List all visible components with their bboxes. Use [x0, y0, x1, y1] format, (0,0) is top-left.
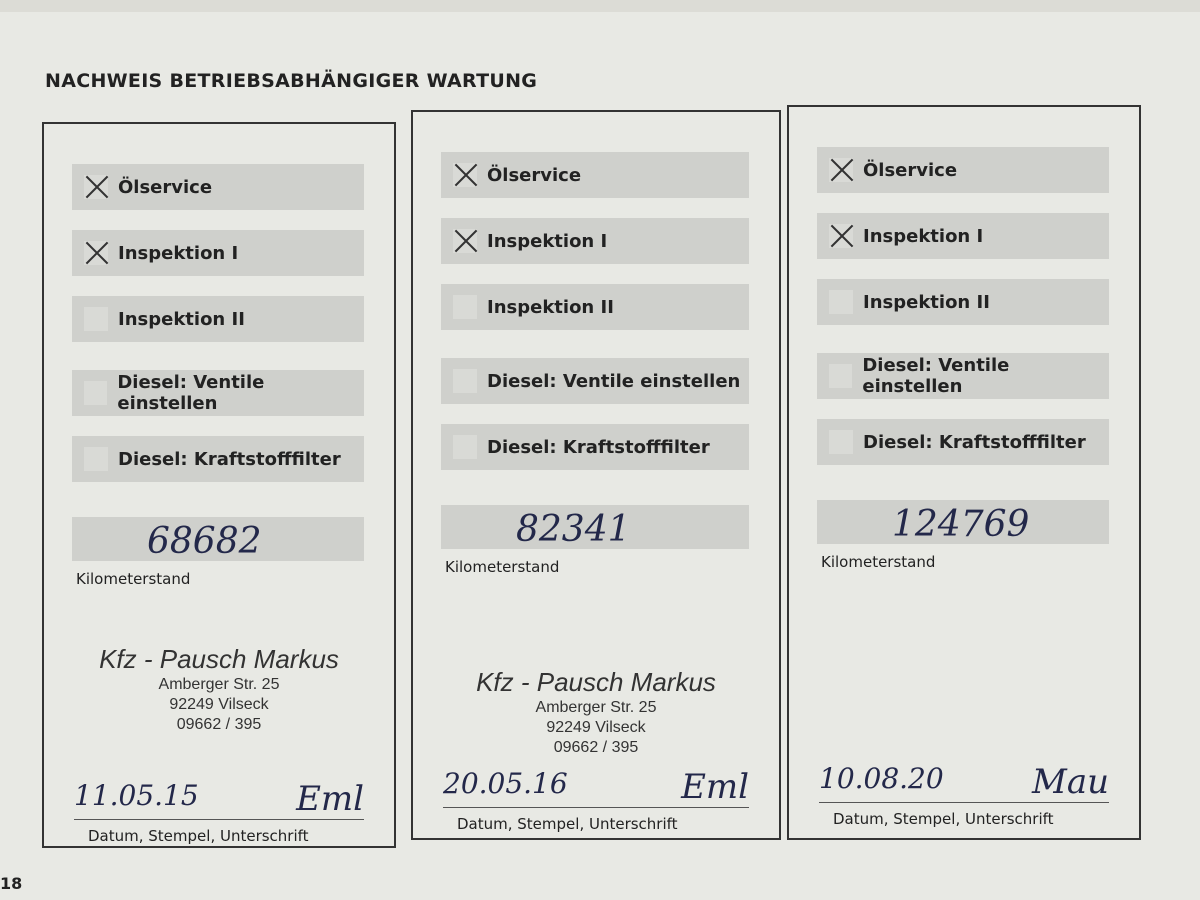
checkbox[interactable]: [84, 241, 108, 265]
checkbox[interactable]: [84, 307, 108, 331]
service-item-label: Diesel: Kraftstofffilter: [118, 448, 341, 470]
service-item: Ölservice: [441, 152, 749, 198]
page-number: 18: [0, 874, 23, 893]
checkbox[interactable]: [84, 447, 108, 471]
signature: Mau: [1032, 762, 1109, 802]
service-item-label: Inspektion I: [118, 242, 239, 264]
service-item: Inspektion I: [72, 230, 364, 276]
date-line: 20.05.16 Eml: [443, 767, 749, 808]
date-line: 11.05.15 Eml: [74, 779, 364, 820]
workshop-stamp: Kfz - Pausch Markus Amberger Str. 25 922…: [44, 644, 394, 735]
stamp-street: Amberger Str. 25: [535, 699, 657, 716]
stamp-phone: 09662 / 395: [553, 739, 639, 756]
service-item-label: Diesel: Kraftstofffilter: [863, 431, 1086, 453]
service-item: Diesel: Ventile einstellen: [441, 358, 749, 404]
checkbox[interactable]: [453, 369, 477, 393]
service-item-label: Ölservice: [863, 159, 958, 181]
service-item: Diesel: Kraftstofffilter: [72, 436, 364, 482]
checkbox[interactable]: [453, 229, 477, 253]
service-item: Diesel: Ventile einstellen: [817, 353, 1109, 399]
km-value: 124769: [817, 500, 1109, 545]
km-value: 82341: [441, 505, 749, 550]
service-item-label: Ölservice: [487, 164, 582, 186]
checkbox[interactable]: [829, 430, 853, 454]
service-item: Diesel: Kraftstofffilter: [817, 419, 1109, 465]
maintenance-entry: Ölservice Inspektion I Inspektion II Die…: [787, 105, 1141, 840]
checkbox[interactable]: [829, 290, 853, 314]
service-item-label: Ölservice: [118, 176, 213, 198]
service-item: Diesel: Ventile einstellen: [72, 370, 364, 416]
service-item: Inspektion I: [441, 218, 749, 264]
workshop-stamp: Kfz - Pausch Markus Amberger Str. 25 922…: [413, 667, 779, 758]
footer-label: Datum, Stempel, Unterschrift: [88, 827, 309, 845]
service-item-label: Diesel: Ventile einstellen: [117, 372, 265, 414]
service-item-label: Diesel: Ventile einstellen: [862, 355, 1010, 397]
checkbox[interactable]: [453, 435, 477, 459]
maintenance-entry: Ölservice Inspektion I Inspektion II Die…: [42, 122, 396, 848]
checkbox[interactable]: [453, 163, 477, 187]
stamp-street: Amberger Str. 25: [158, 676, 280, 693]
date-value: 11.05.15: [74, 779, 199, 812]
footer-label: Datum, Stempel, Unterschrift: [457, 815, 678, 833]
maintenance-entry: Ölservice Inspektion I Inspektion II Die…: [411, 110, 781, 840]
service-item: Diesel: Kraftstofffilter: [441, 424, 749, 470]
service-item: Inspektion II: [817, 279, 1109, 325]
checkbox[interactable]: [84, 175, 108, 199]
service-item-label: Diesel: Ventile einstellen: [487, 370, 741, 392]
service-item-label: Inspektion II: [487, 296, 614, 318]
service-item: Ölservice: [817, 147, 1109, 193]
stamp-city: 92249 Vilseck: [169, 696, 269, 713]
service-item: Inspektion II: [72, 296, 364, 342]
checkbox[interactable]: [453, 295, 477, 319]
service-item-label: Inspektion I: [863, 225, 984, 247]
footer-label: Datum, Stempel, Unterschrift: [833, 810, 1054, 828]
checkbox[interactable]: [829, 224, 853, 248]
stamp-city: 92249 Vilseck: [546, 719, 646, 736]
stamp-phone: 09662 / 395: [176, 716, 262, 733]
service-booklet-page: NACHWEIS BETRIEBSABHÄNGIGER WARTUNG Ölse…: [0, 12, 1200, 900]
date-value: 20.05.16: [443, 767, 568, 800]
service-item: Ölservice: [72, 164, 364, 210]
checkbox[interactable]: [84, 381, 108, 405]
service-item-label: Inspektion II: [118, 308, 245, 330]
stamp-name: Kfz - Pausch Markus: [99, 644, 339, 674]
km-label: Kilometerstand: [821, 553, 936, 571]
checkbox[interactable]: [829, 158, 853, 182]
km-value: 68682: [72, 517, 364, 562]
stamp-name: Kfz - Pausch Markus: [476, 667, 716, 697]
date-value: 10.08.20: [819, 762, 944, 795]
service-item: Inspektion II: [441, 284, 749, 330]
page-title: NACHWEIS BETRIEBSABHÄNGIGER WARTUNG: [45, 70, 538, 92]
signature: Eml: [296, 779, 364, 819]
service-item-label: Inspektion II: [863, 291, 990, 313]
service-item: Inspektion I: [817, 213, 1109, 259]
signature: Eml: [681, 767, 749, 807]
service-item-label: Diesel: Kraftstofffilter: [487, 436, 710, 458]
checkbox[interactable]: [829, 364, 853, 388]
service-item-label: Inspektion I: [487, 230, 608, 252]
km-label: Kilometerstand: [445, 558, 560, 576]
km-label: Kilometerstand: [76, 570, 191, 588]
date-line: 10.08.20 Mau: [819, 762, 1109, 803]
